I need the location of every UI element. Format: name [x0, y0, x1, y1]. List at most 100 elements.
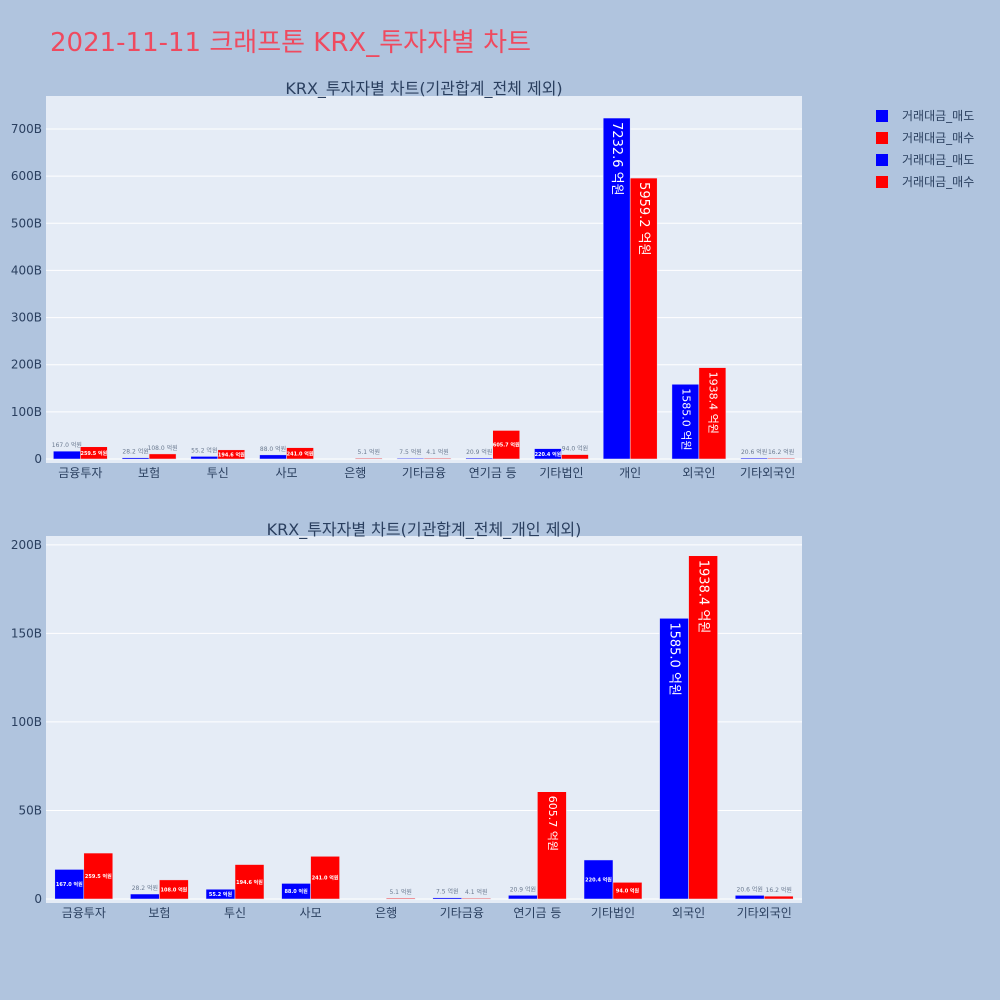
bar[interactable]: [537, 791, 567, 900]
x-tick-label: 외국인: [672, 906, 705, 920]
bar[interactable]: [612, 882, 643, 900]
data-label: 7.5 억원: [436, 888, 459, 896]
x-tick-label: 기타법인: [591, 906, 635, 920]
data-label: 605.7 억원: [493, 442, 520, 449]
legend-swatch[interactable]: [876, 154, 888, 166]
y-tick-label: 50B: [18, 803, 42, 817]
data-label: 1585.0 억원: [679, 388, 692, 450]
chart-bottom: 0 50B 100B 150B 200B KRX_투자자별 차트(기관합계_전체_개인 제…: [11, 520, 802, 920]
legend-label[interactable]: 거래대금_매도: [902, 153, 974, 167]
data-label: 108.0 억원: [161, 886, 188, 893]
data-label: 20.9 억원: [466, 448, 492, 456]
legend-swatch[interactable]: [876, 176, 888, 188]
bar[interactable]: [259, 454, 287, 460]
bar[interactable]: [54, 869, 85, 900]
x-tick-label: 연기금 등: [513, 906, 561, 920]
x-tick-label: 기타외국인: [740, 466, 795, 480]
bar[interactable]: [688, 555, 718, 900]
x-tick-label: 기타금융: [440, 906, 484, 920]
chart-subtitle: KRX_투자자별 차트(기관합계_전체 제외): [285, 79, 562, 99]
data-label: 194.6 억원: [218, 451, 245, 458]
data-label: 1585.0 억원: [667, 622, 682, 696]
bar[interactable]: [659, 618, 689, 900]
data-label: 55.2 억원: [209, 891, 233, 898]
legend-label[interactable]: 거래대금_매수: [902, 175, 974, 189]
data-label: 167.0 억원: [56, 881, 83, 888]
data-label: 4.1 억원: [465, 888, 488, 896]
y-tick-label: 0: [34, 892, 42, 906]
bar[interactable]: [465, 457, 493, 460]
bar[interactable]: [492, 430, 520, 460]
bar[interactable]: [461, 897, 492, 900]
chart-subtitle: KRX_투자자별 차트(기관합계_전체_개인 제외): [267, 520, 582, 540]
bar[interactable]: [423, 457, 452, 460]
bar[interactable]: [767, 457, 795, 460]
data-label: 88.0 억원: [260, 445, 286, 453]
x-tick-label: 금융투자: [58, 466, 102, 480]
bar[interactable]: [190, 456, 219, 460]
data-label: 605.7 억원: [546, 796, 559, 851]
bar[interactable]: [583, 859, 614, 900]
x-tick-label: 사모: [275, 466, 297, 480]
x-tick-label: 은행: [344, 465, 366, 480]
bar[interactable]: [561, 454, 589, 460]
bar[interactable]: [53, 450, 81, 460]
x-tick-label: 보험: [148, 906, 170, 920]
bar[interactable]: [671, 384, 700, 460]
data-label: 4.1 억원: [426, 448, 449, 456]
data-label: 94.0 억원: [562, 445, 588, 453]
y-tick-label: 400B: [11, 263, 42, 277]
data-label: 108.0 억원: [148, 444, 178, 452]
y-tick-label: 500B: [11, 216, 42, 230]
data-label: 20.6 억원: [737, 885, 763, 893]
data-label: 7232.6 억원: [609, 122, 624, 196]
bar[interactable]: [534, 448, 562, 460]
bar[interactable]: [385, 897, 416, 900]
bar[interactable]: [130, 893, 160, 900]
bar[interactable]: [734, 895, 765, 900]
bar[interactable]: [396, 457, 425, 460]
y-tick-label: 150B: [11, 626, 42, 640]
bar[interactable]: [602, 117, 631, 460]
bar[interactable]: [763, 895, 794, 900]
bar[interactable]: [698, 367, 727, 460]
y-tick-label: 200B: [11, 358, 42, 372]
bar[interactable]: [286, 447, 314, 460]
bar[interactable]: [355, 457, 383, 460]
data-label: 241.0 억원: [312, 875, 339, 882]
data-label: 5959.2 억원: [636, 182, 651, 256]
bar[interactable]: [148, 453, 177, 460]
y-tick-label: 600B: [11, 169, 42, 183]
y-tick-label: 200B: [11, 538, 42, 552]
x-tick-label: 기타외국인: [737, 906, 792, 920]
bar[interactable]: [234, 864, 265, 900]
data-label: 5.1 억원: [389, 888, 412, 896]
legend-swatch[interactable]: [876, 110, 888, 122]
bar[interactable]: [310, 856, 340, 900]
y-tick-label: 0: [34, 452, 42, 466]
bar[interactable]: [121, 457, 150, 460]
bar[interactable]: [217, 449, 246, 460]
x-tick-label: 사모: [300, 906, 322, 920]
bar[interactable]: [508, 895, 538, 900]
y-tick-label: 700B: [11, 122, 42, 136]
data-label: 16.2 억원: [768, 448, 794, 456]
x-tick-label: 금융투자: [62, 906, 106, 920]
data-label: 28.2 억원: [122, 448, 148, 456]
legend-label[interactable]: 거래대금_매수: [902, 131, 974, 145]
data-label: 94.0 억원: [616, 888, 640, 895]
x-tick-label: 보험: [138, 466, 160, 480]
legend-swatch[interactable]: [876, 132, 888, 144]
bar[interactable]: [80, 446, 108, 460]
bar[interactable]: [629, 177, 658, 460]
bar[interactable]: [432, 897, 463, 900]
x-tick-label: 투신: [207, 466, 229, 480]
bar[interactable]: [83, 852, 114, 900]
data-label: 241.0 억원: [287, 450, 314, 457]
x-tick-label: 기타금융: [402, 466, 446, 480]
bar[interactable]: [159, 879, 189, 900]
bar[interactable]: [740, 457, 768, 460]
legend-label[interactable]: 거래대금_매도: [902, 109, 974, 123]
